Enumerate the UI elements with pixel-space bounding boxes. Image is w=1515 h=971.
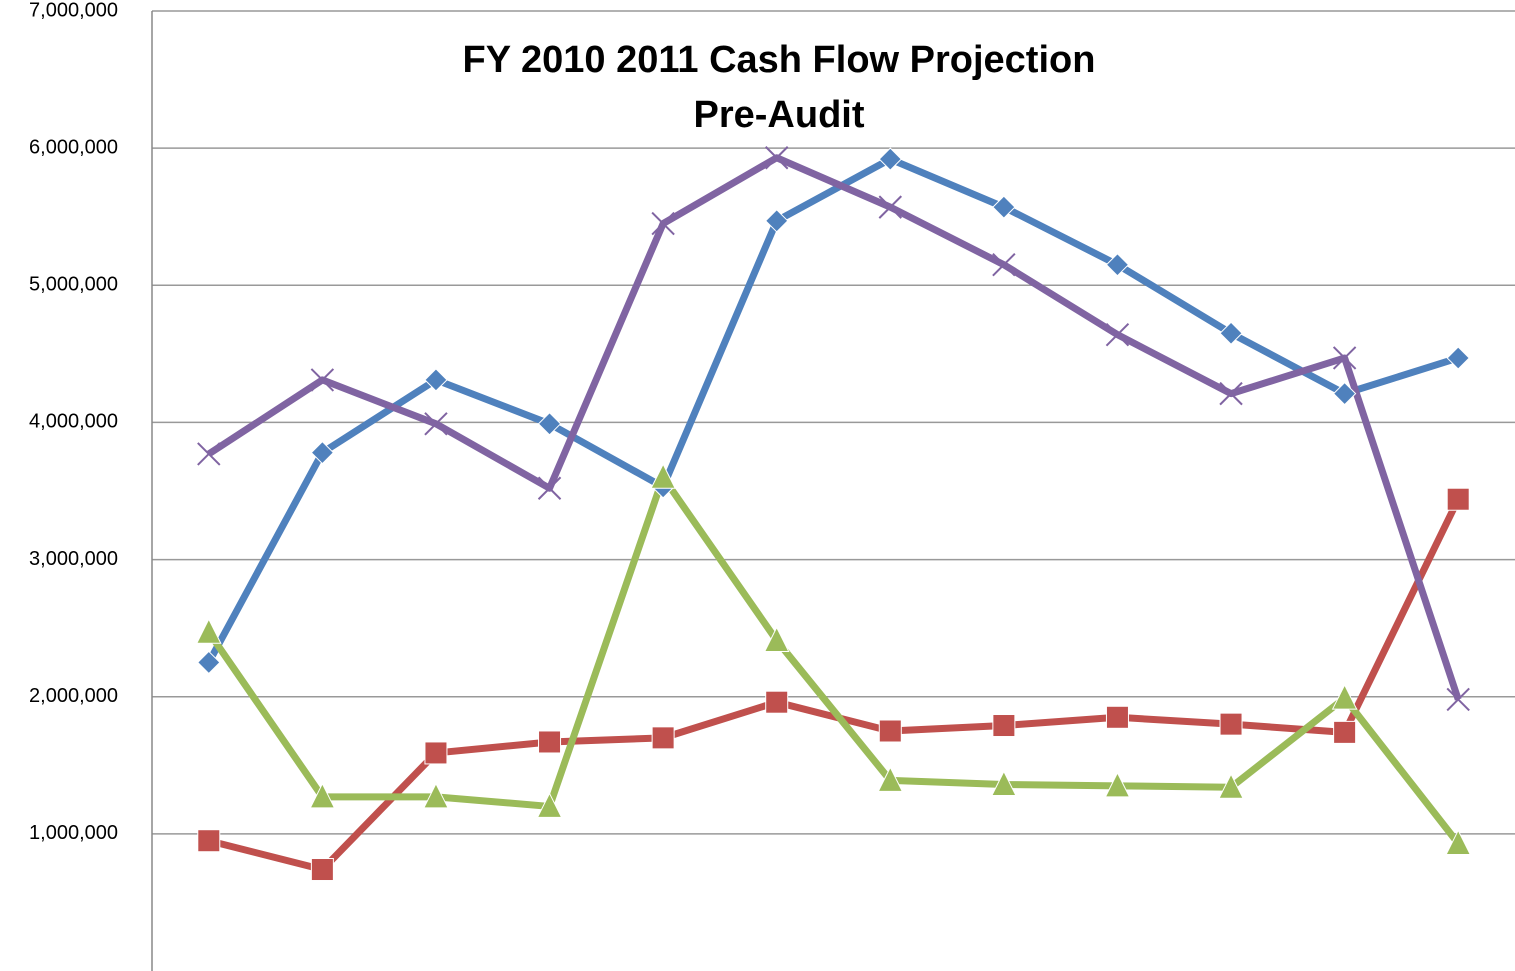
- chart-title: FY 2010 2011 Cash Flow Projection: [463, 39, 1096, 81]
- marker: [1105, 705, 1129, 729]
- marker: [1219, 321, 1243, 345]
- series-line: [207, 497, 1462, 874]
- marker: [195, 618, 222, 644]
- marker: [765, 690, 789, 714]
- series-line: [206, 154, 1462, 701]
- y-tick-label: 7,000,000: [29, 0, 118, 21]
- y-tick-label: 6,000,000: [29, 136, 118, 158]
- marker: [1105, 253, 1130, 277]
- series-line: [205, 155, 1460, 665]
- marker: [1446, 487, 1470, 511]
- marker: [424, 412, 448, 436]
- marker: [310, 858, 334, 882]
- chart-subtitle: Pre-Audit: [694, 94, 865, 136]
- marker: [650, 463, 676, 489]
- marker: [1446, 346, 1470, 370]
- marker: [1218, 773, 1244, 799]
- series-line: [205, 473, 1461, 846]
- marker: [537, 412, 562, 436]
- marker: [197, 829, 221, 853]
- marker: [991, 770, 1017, 796]
- marker: [424, 368, 448, 392]
- marker: [1332, 381, 1357, 406]
- marker: [309, 782, 336, 809]
- marker: [310, 440, 335, 465]
- marker: [763, 626, 790, 652]
- marker: [992, 714, 1016, 738]
- marker: [1333, 720, 1357, 744]
- y-tick-label: 1,000,000: [29, 822, 118, 844]
- y-tick-label: 4,000,000: [29, 411, 118, 433]
- marker: [878, 147, 902, 171]
- marker: [536, 792, 563, 818]
- marker: [1219, 381, 1243, 406]
- marker: [992, 195, 1016, 219]
- marker: [1331, 683, 1358, 710]
- marker: [1104, 771, 1131, 798]
- marker: [878, 719, 902, 743]
- marker: [1446, 687, 1470, 712]
- marker: [651, 726, 675, 750]
- y-tick-label: 3,000,000: [29, 548, 118, 570]
- marker: [1445, 829, 1472, 855]
- marker: [1105, 322, 1130, 347]
- marker: [424, 741, 448, 765]
- marker: [877, 766, 904, 792]
- marker: [197, 442, 221, 466]
- marker: [1332, 346, 1357, 370]
- marker: [651, 211, 675, 236]
- marker: [197, 650, 221, 675]
- marker: [765, 146, 789, 170]
- marker: [878, 195, 902, 219]
- marker: [423, 782, 449, 809]
- marker: [538, 730, 562, 754]
- marker: [537, 476, 562, 500]
- marker: [1219, 712, 1243, 736]
- marker: [765, 209, 789, 233]
- y-tick-label: 2,000,000: [29, 685, 118, 707]
- marker: [992, 253, 1016, 277]
- marker: [310, 368, 335, 392]
- y-tick-label: 5,000,000: [29, 274, 118, 296]
